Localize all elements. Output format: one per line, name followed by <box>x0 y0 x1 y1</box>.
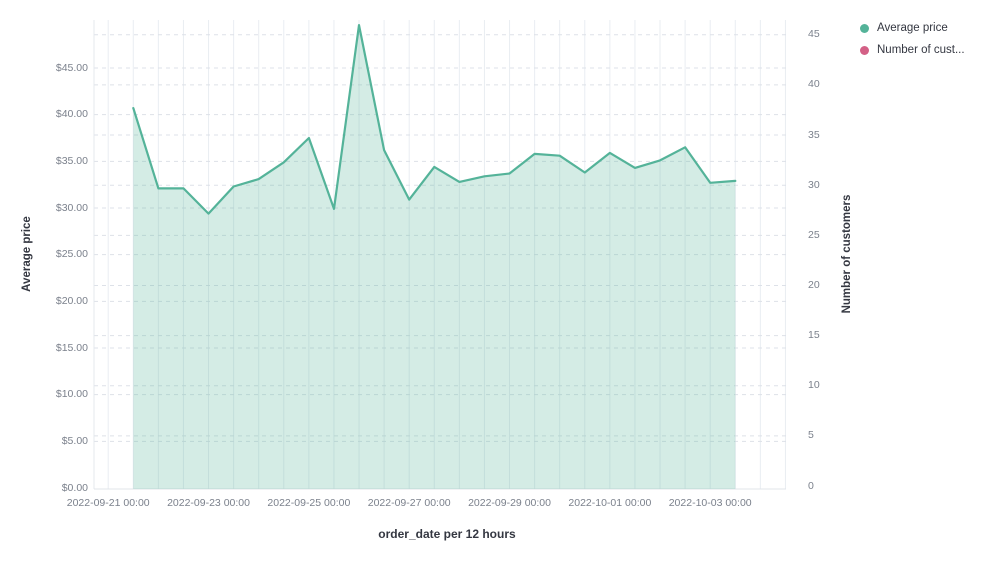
right-axis-tick-label: 20 <box>808 278 820 291</box>
right-axis-tick-label: 30 <box>808 178 820 191</box>
legend-label: Average price <box>877 22 948 34</box>
left-axis-tick-label: $10.00 <box>55 388 88 401</box>
right-axis-tick-label: 15 <box>808 329 820 342</box>
right-axis-tick-label: 40 <box>808 78 820 91</box>
left-axis-tick-label: $0.00 <box>61 481 88 494</box>
left-axis-tick-label: $15.00 <box>55 341 88 354</box>
right-axis-tick-label: 25 <box>808 228 820 241</box>
x-axis-tick-label: 2022-10-01 00:00 <box>568 497 652 509</box>
left-axis-tick-label: $5.00 <box>61 434 88 447</box>
legend-item-average-price[interactable]: Average price <box>860 22 965 34</box>
right-axis-tick-label: 10 <box>808 379 820 392</box>
x-axis-tick-label: 2022-09-23 00:00 <box>167 497 250 509</box>
x-axis-tick-label: 2022-09-25 00:00 <box>267 497 351 509</box>
average-price-area <box>133 25 736 489</box>
legend-item-number-of-customers[interactable]: Number of cust... <box>860 44 965 56</box>
legend-label: Number of cust... <box>877 44 965 56</box>
legend-color-dot-number-of-customers <box>860 45 869 55</box>
x-axis-tick-label: 2022-10-03 00:00 <box>668 497 752 509</box>
right-axis-tick-label: 45 <box>808 28 820 41</box>
right-axis-tick-label: 35 <box>808 128 820 141</box>
left-axis-tick-label: $45.00 <box>55 61 88 74</box>
x-axis-title: order_date per 12 hours <box>378 527 516 541</box>
legend-color-dot-average-price <box>860 23 869 33</box>
right-axis-tick-label: 5 <box>808 429 814 442</box>
left-axis-tick-label: $30.00 <box>55 201 88 214</box>
left-axis-tick-label: $35.00 <box>55 154 88 167</box>
legend: Average price Number of cust... <box>860 22 965 56</box>
average-price-line <box>132 24 737 215</box>
left-axis-tick-label: $20.00 <box>55 294 88 307</box>
x-axis-tick-label: 2022-09-27 00:00 <box>367 497 451 509</box>
x-axis-tick-label: 2022-09-21 00:00 <box>66 497 150 509</box>
right-axis-tick-label: 0 <box>808 479 814 492</box>
left-axis-tick-label: $40.00 <box>55 108 88 121</box>
right-axis-title: Number of customers <box>841 194 853 314</box>
x-axis-tick-label: 2022-09-29 00:00 <box>468 497 551 509</box>
left-axis-tick-label: $25.00 <box>55 248 88 261</box>
left-axis-title: Average price <box>21 216 33 292</box>
